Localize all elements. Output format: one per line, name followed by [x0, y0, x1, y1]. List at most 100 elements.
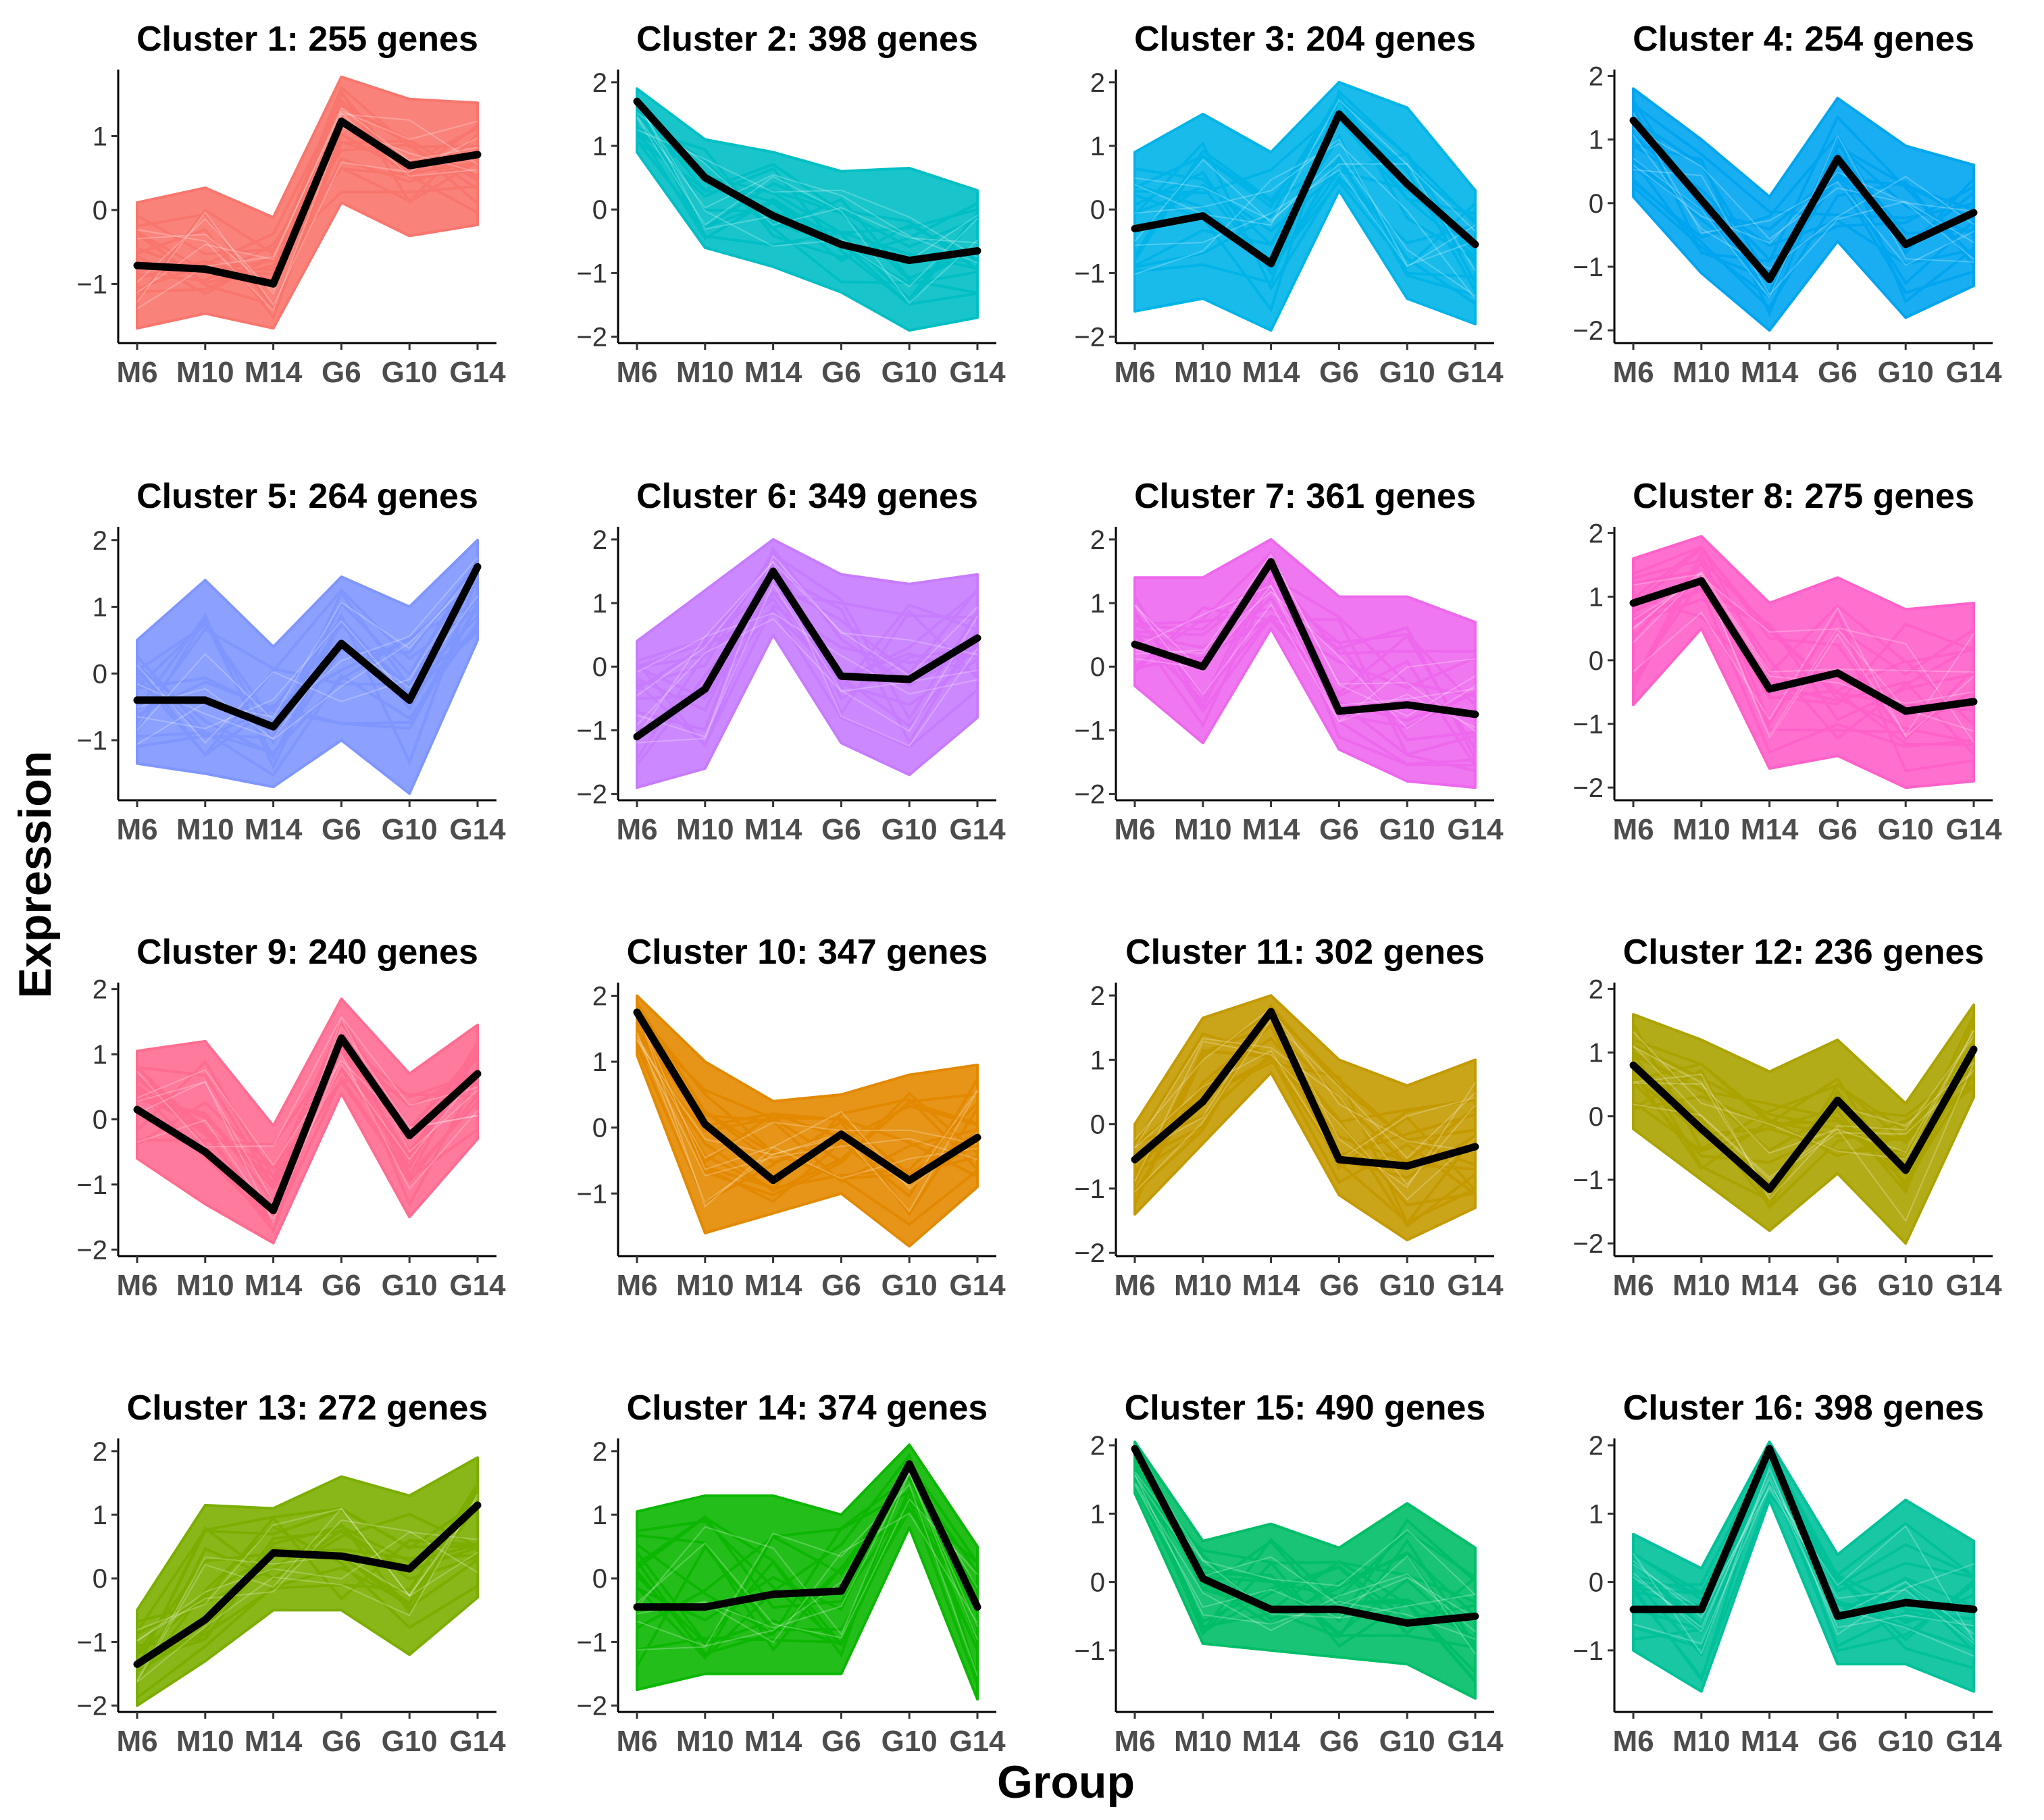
gene-profile-highlight: [1633, 606, 1974, 738]
gene-profile-line: [636, 546, 978, 731]
gene-profile-line: [1632, 1072, 1975, 1170]
gene-profile-line: [136, 1503, 479, 1699]
x-tick-label: G6: [1319, 356, 1359, 389]
x-tick-label: M6: [1114, 1269, 1155, 1302]
gene-profile-highlight: [1633, 1030, 1974, 1160]
panel-title: Cluster 9: 240 genes: [136, 933, 478, 972]
x-tick-label: M6: [116, 1725, 157, 1758]
gene-profile-line: [636, 114, 978, 284]
mean-expression-line: [133, 1501, 482, 1668]
x-tick-label: M10: [1672, 813, 1731, 846]
cluster-panel-6: Cluster 6: 349 genes −2 −1 0 1 2 M6 M10 M14 G6 G10…: [576, 477, 1006, 846]
gene-profile-highlight: [1134, 1482, 1476, 1633]
gene-profile-highlight: [636, 1472, 978, 1647]
gene-profile-line: [1633, 1444, 1974, 1632]
gene-profile-line: [636, 103, 979, 301]
x-tick-label: G14: [1447, 813, 1504, 846]
mean-expression-line: [633, 97, 981, 265]
gene-profile-highlight: [136, 1497, 478, 1631]
y-tick-label: −2: [1573, 1229, 1604, 1259]
gene-profile-line: [636, 126, 978, 259]
x-tick-label: G6: [821, 356, 861, 389]
panel-title: Cluster 14: 374 genes: [627, 1388, 988, 1428]
y-tick-label: 0: [592, 1564, 607, 1594]
x-tick-label: G10: [1379, 1725, 1435, 1758]
mean-expression-line: [133, 1034, 482, 1214]
x-tick-label: G10: [882, 1269, 938, 1302]
mean-expression-line: [1629, 1045, 1978, 1193]
gene-profile-line: [1632, 1061, 1975, 1153]
gene-profile-highlight: [636, 561, 978, 677]
gene-profile-highlight: [1134, 1037, 1476, 1186]
gene-profile-highlight: [1134, 138, 1476, 267]
y-tick-label: −2: [576, 323, 607, 353]
cluster-panel-8: Cluster 8: 275 genes −2 −1 0 1 2 M6 M10 M14 G6 G10…: [1573, 477, 2002, 846]
y-tick-label: −2: [1074, 780, 1105, 810]
gene-profile-highlight: [1633, 1045, 1974, 1181]
x-tick-label: M6: [1612, 1269, 1654, 1302]
y-tick-label: 1: [93, 1501, 107, 1530]
y-tick-label: 0: [592, 1114, 607, 1143]
gene-profile-highlight: [136, 1507, 478, 1683]
gene-profile-highlight: [1134, 1451, 1476, 1655]
gene-profile-highlight: [636, 117, 978, 305]
x-tick-label: M10: [676, 813, 734, 846]
y-tick-label: 2: [1589, 974, 1604, 1004]
y-tick-label: 0: [1090, 1568, 1105, 1598]
x-tick-label: G10: [382, 356, 438, 389]
x-tick-label: G14: [449, 813, 506, 846]
gene-profile-line: [1133, 606, 1477, 767]
gene-profile-highlight: [636, 618, 978, 726]
x-tick-label: G14: [949, 813, 1006, 846]
panel-title: Cluster 16: 398 genes: [1623, 1388, 1985, 1428]
x-tick-label: M6: [616, 356, 657, 389]
y-tick-label: −1: [576, 1179, 607, 1209]
y-tick-label: −2: [76, 1692, 107, 1721]
y-tick-label: 0: [592, 652, 607, 682]
panel-title: Cluster 5: 264 genes: [136, 477, 478, 516]
gene-envelope: [1632, 87, 1975, 332]
gene-profile-line: [636, 581, 979, 675]
y-tick-label: −1: [1573, 1636, 1604, 1666]
gene-profile-line: [636, 1045, 979, 1217]
cluster-panel-13: Cluster 13: 272 genes −2 −1 0 1 2 M6 M10 M14 G6 G1…: [76, 1388, 506, 1758]
gene-profile-highlight: [636, 582, 978, 738]
x-tick-label: G6: [821, 1269, 861, 1302]
mean-expression-line: [133, 118, 482, 288]
x-axis-label: Group: [997, 1757, 1135, 1808]
gene-profile-highlight: [136, 1531, 478, 1642]
y-tick-label: 1: [1589, 1499, 1604, 1529]
gene-profile-line: [1633, 1031, 1975, 1141]
panel-title: Cluster 7: 361 genes: [1134, 477, 1476, 516]
y-tick-label: −2: [576, 780, 607, 810]
cluster-panel-14: Cluster 14: 374 genes −2 −1 0 1 2 M6 M10 M14 G6 G1…: [576, 1388, 1006, 1758]
y-tick-label: −1: [1074, 259, 1105, 288]
x-tick-label: M14: [1242, 813, 1300, 846]
x-tick-label: M14: [1741, 356, 1799, 389]
gene-profile-highlight: [136, 1503, 478, 1681]
y-tick-label: 1: [1090, 132, 1105, 161]
y-tick-label: 1: [93, 1040, 107, 1070]
gene-profile-line: [1633, 595, 1975, 756]
x-tick-label: M10: [1174, 813, 1232, 846]
gene-profile-line: [1632, 546, 1974, 712]
gene-profile-highlight: [1134, 142, 1476, 300]
x-tick-label: G10: [382, 813, 438, 846]
x-tick-label: G10: [382, 1269, 438, 1302]
x-tick-label: G6: [1818, 813, 1858, 846]
gene-profile-line: [1633, 558, 1974, 746]
x-tick-label: M14: [245, 1725, 303, 1758]
x-tick-label: M14: [1741, 813, 1799, 846]
x-tick-label: G10: [1878, 356, 1934, 389]
x-tick-label: M14: [1242, 1725, 1300, 1758]
x-tick-label: G14: [449, 1725, 506, 1758]
x-tick-label: G10: [1878, 1269, 1934, 1302]
gene-profile-line: [1133, 1003, 1476, 1194]
y-tick-label: 2: [93, 975, 107, 1005]
mean-expression-line: [1131, 558, 1479, 719]
gene-profile-line: [1632, 549, 1974, 773]
gene-profile-highlight: [636, 1012, 978, 1180]
x-tick-label: G14: [949, 1269, 1006, 1302]
x-tick-label: M6: [116, 356, 157, 389]
x-tick-label: M6: [616, 1269, 657, 1302]
